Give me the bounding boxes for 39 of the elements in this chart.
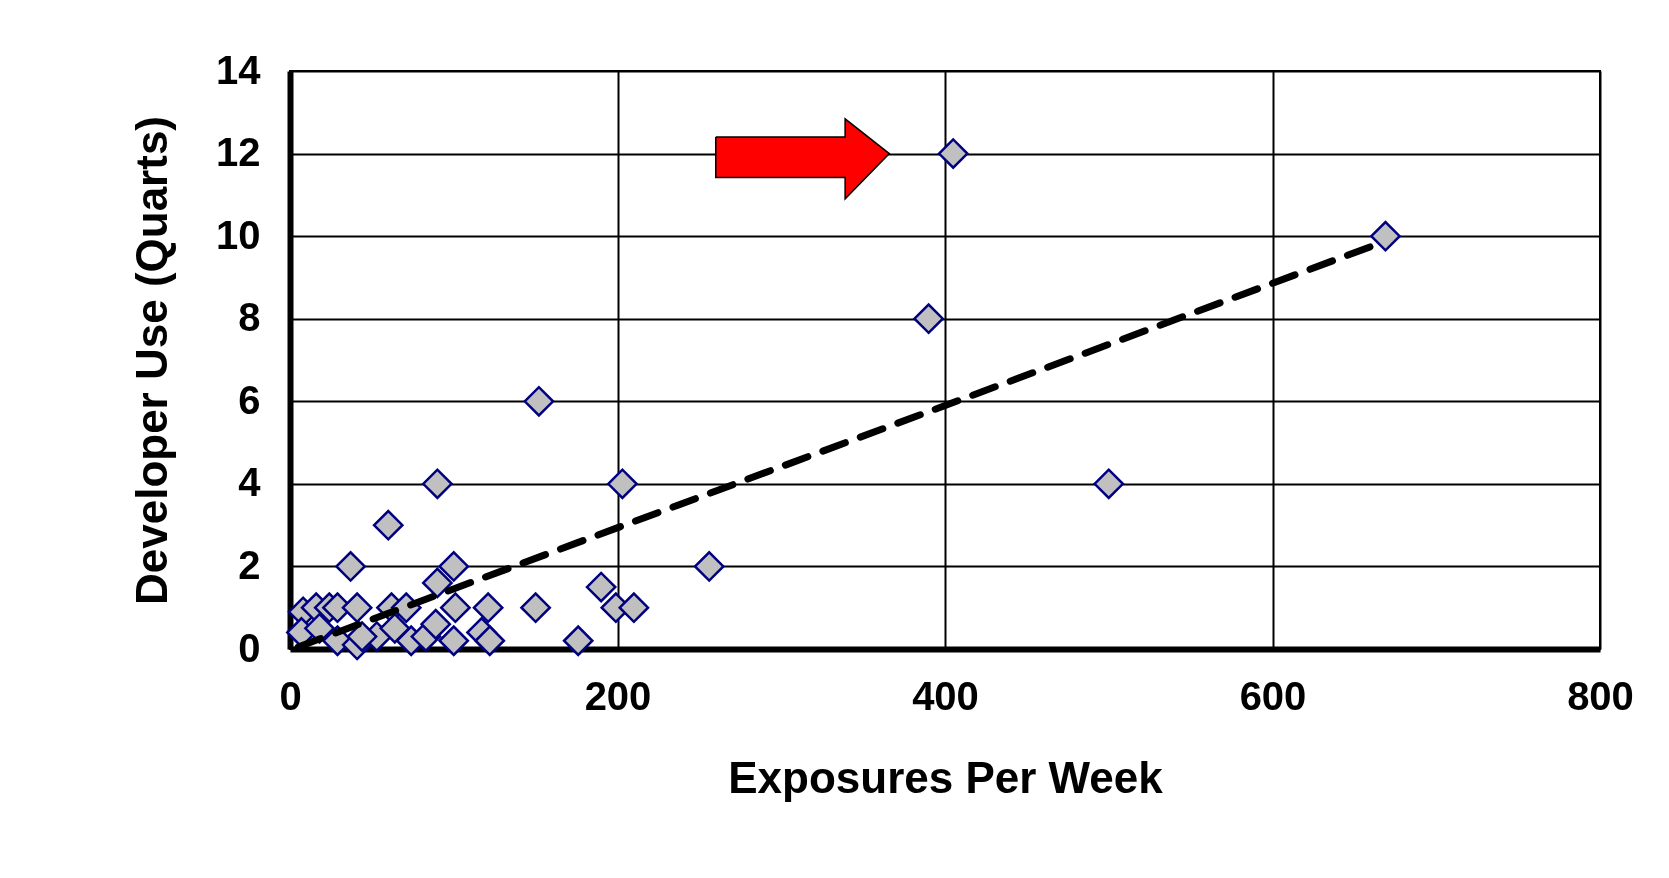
point bbox=[438, 551, 470, 582]
x-tick-label: 800 bbox=[1567, 673, 1634, 718]
point bbox=[474, 625, 506, 657]
y-tick-label: 6 bbox=[238, 377, 261, 422]
point bbox=[421, 567, 453, 599]
y-axis-title: Developer Use (Quarts) bbox=[127, 115, 177, 606]
x-tick-label: 600 bbox=[1239, 673, 1307, 718]
x-axis-title: Exposures Per Week bbox=[728, 752, 1164, 802]
point bbox=[618, 592, 650, 624]
point bbox=[1093, 468, 1125, 500]
point bbox=[520, 592, 552, 624]
point bbox=[1370, 220, 1401, 252]
x-tick-label: 0 bbox=[279, 673, 302, 718]
point bbox=[562, 625, 594, 657]
point bbox=[420, 608, 452, 640]
y-tick-label: 2 bbox=[238, 542, 261, 587]
x-tick-label: 200 bbox=[584, 673, 652, 718]
point bbox=[523, 385, 555, 417]
point bbox=[607, 468, 638, 500]
point bbox=[937, 138, 969, 169]
point bbox=[585, 571, 617, 603]
point bbox=[438, 625, 470, 657]
y-tick-label: 0 bbox=[238, 625, 261, 670]
point bbox=[379, 612, 411, 644]
point bbox=[440, 592, 471, 624]
point bbox=[372, 509, 404, 541]
point bbox=[346, 621, 378, 653]
x-tick-label: 400 bbox=[912, 673, 979, 718]
point bbox=[421, 468, 453, 500]
point bbox=[341, 592, 373, 624]
y-tick-label: 8 bbox=[238, 295, 261, 340]
point bbox=[472, 592, 504, 624]
y-tick-label: 12 bbox=[216, 130, 261, 175]
point bbox=[693, 551, 725, 582]
y-tick-label: 14 bbox=[216, 47, 262, 92]
y-tick-label: 4 bbox=[238, 460, 262, 505]
point bbox=[335, 551, 366, 582]
point bbox=[913, 303, 945, 335]
y-tick-label: 10 bbox=[216, 212, 261, 257]
